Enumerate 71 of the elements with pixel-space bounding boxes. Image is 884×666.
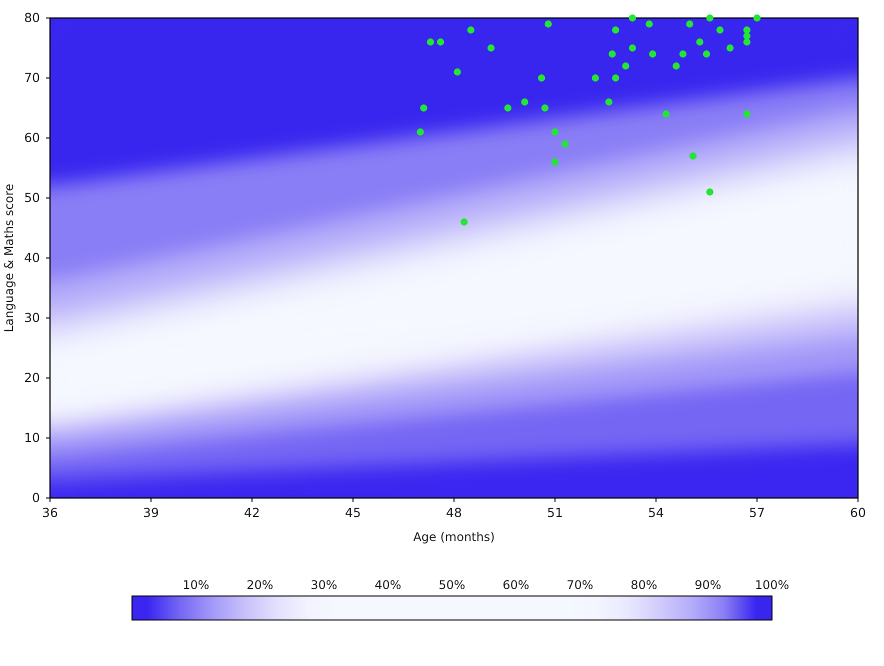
point — [706, 14, 714, 22]
text: 30% — [310, 578, 338, 592]
text: 10% — [182, 578, 210, 592]
x-tick-label: 51 — [547, 504, 563, 520]
point — [716, 26, 724, 34]
point — [706, 188, 714, 196]
y-tick-label: 80 — [24, 10, 40, 25]
text: 90% — [694, 578, 722, 592]
text: 20% — [246, 578, 274, 592]
x-tick-label: 42 — [244, 504, 260, 520]
point — [426, 38, 434, 46]
point — [679, 50, 687, 58]
point — [628, 44, 636, 52]
point — [608, 50, 616, 58]
point — [551, 158, 559, 166]
point — [592, 74, 599, 82]
x-tick-label: 54 — [648, 504, 664, 520]
point — [504, 104, 512, 112]
point — [628, 14, 636, 22]
y-tick-label: 60 — [24, 130, 40, 145]
text: 60% — [502, 578, 530, 592]
point — [487, 44, 495, 52]
y-tick-label: 50 — [24, 190, 40, 205]
point — [544, 20, 552, 28]
point — [605, 98, 612, 106]
y-tick-label: 0 — [32, 490, 40, 505]
point — [743, 26, 750, 34]
point — [454, 68, 461, 76]
point — [551, 128, 559, 136]
point — [436, 38, 444, 46]
x-tick-label: 48 — [446, 504, 462, 520]
text: 100% — [754, 578, 790, 592]
text: 80% — [630, 578, 658, 592]
point — [420, 104, 428, 112]
text: 50% — [438, 578, 466, 592]
point — [562, 140, 569, 148]
point — [460, 218, 468, 226]
point — [622, 62, 630, 70]
point — [612, 26, 620, 34]
point — [696, 38, 704, 46]
point — [416, 128, 424, 136]
point — [538, 74, 546, 82]
y-tick-label: 70 — [24, 70, 40, 85]
x-tick-label: 36 — [42, 504, 58, 520]
point — [467, 26, 474, 34]
point — [753, 14, 761, 22]
point — [649, 50, 656, 58]
y-axis-title: Language & Maths score — [2, 184, 16, 332]
point — [689, 152, 697, 160]
text: 40% — [374, 578, 402, 592]
x-tick-label: 39 — [143, 504, 159, 520]
point — [521, 98, 528, 106]
y-tick-label: 10 — [24, 430, 40, 445]
point — [612, 74, 620, 82]
text: 70% — [566, 578, 594, 592]
point — [743, 38, 750, 46]
point — [662, 110, 670, 118]
x-axis-title: Age (months) — [413, 530, 495, 544]
x-tick-label: 57 — [749, 504, 765, 520]
point — [672, 62, 680, 70]
y-tick-label: 30 — [24, 310, 40, 325]
y-tick-label: 20 — [24, 370, 40, 385]
point — [702, 50, 710, 58]
point — [743, 110, 750, 118]
point — [646, 20, 653, 28]
x-tick-label: 45 — [345, 504, 361, 520]
x-tick-label: 60 — [850, 504, 866, 520]
y-tick-label: 40 — [24, 250, 40, 265]
point — [541, 104, 548, 112]
point — [726, 44, 734, 52]
point — [686, 20, 694, 28]
